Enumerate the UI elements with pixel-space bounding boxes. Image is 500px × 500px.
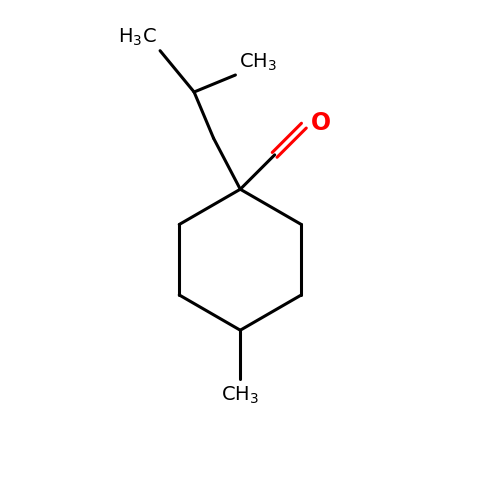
Text: CH$_3$: CH$_3$ [240,52,278,72]
Text: CH$_3$: CH$_3$ [222,384,260,406]
Text: O: O [311,111,332,135]
Text: H$_3$C: H$_3$C [118,27,156,48]
